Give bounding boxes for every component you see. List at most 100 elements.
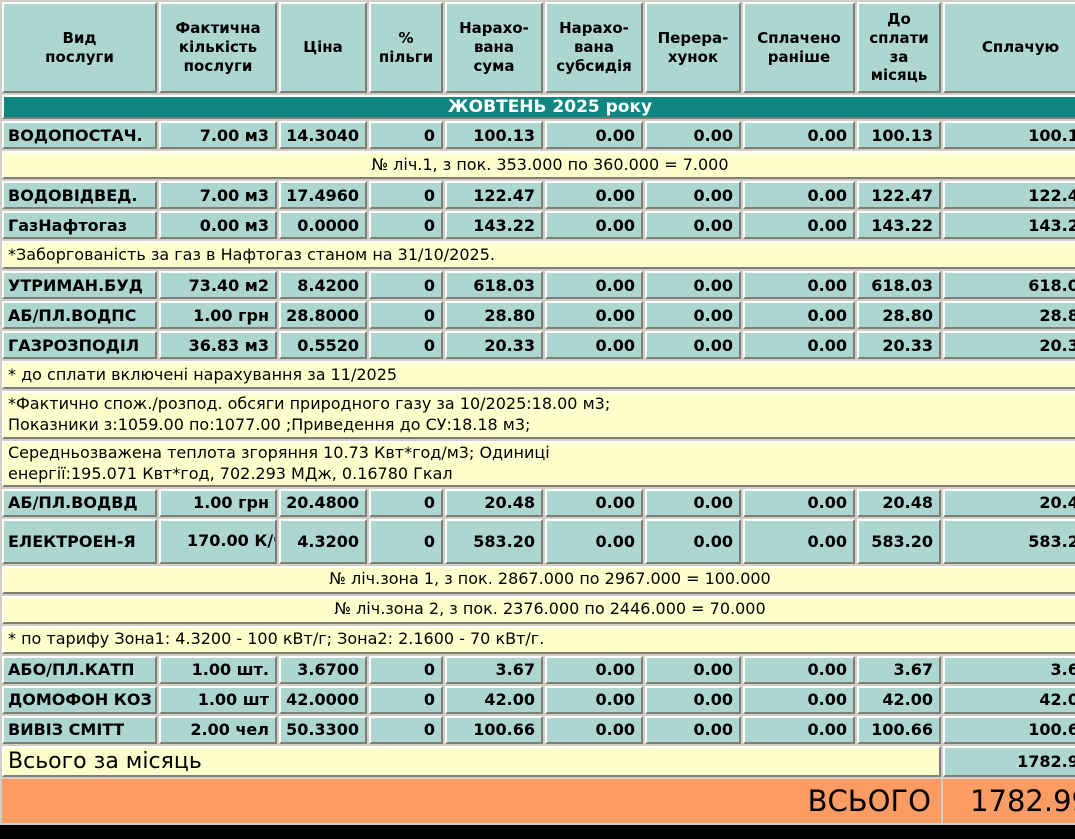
service-row: АБ/ПЛ.ВОДПС 1.00 грн 28.8000 0 28.80 0.0… bbox=[2, 301, 1075, 329]
service-name-cell: АБО/ПЛ.КАТП bbox=[2, 655, 157, 684]
price-cell: 3.6700 bbox=[279, 655, 367, 684]
recalc-cell: 0.00 bbox=[645, 301, 741, 329]
service-name-cell: АБ/ПЛ.ВОДВД bbox=[2, 488, 157, 517]
note-row: № ліч.зона 1, з пок. 2867.000 по 2967.00… bbox=[2, 565, 1075, 594]
quantity-cell: 73.40 м2 bbox=[159, 271, 277, 299]
due-month-cell: 28.80 bbox=[857, 301, 941, 329]
due-month-cell: 100.13 bbox=[857, 121, 941, 149]
service-name-cell: ВИВІЗ СМІТТ bbox=[2, 715, 157, 744]
paying-cell: 20.48 bbox=[943, 488, 1075, 517]
price-cell: 28.8000 bbox=[279, 301, 367, 329]
subsidy-cell: 0.00 bbox=[545, 211, 643, 239]
subsidy-cell: 0.00 bbox=[545, 271, 643, 299]
due-month-cell: 20.48 bbox=[857, 488, 941, 517]
service-name-cell: ЕЛЕКТРОЕН-Я bbox=[2, 518, 157, 564]
col-header-price: Ціна bbox=[279, 2, 367, 93]
benefit-cell: 0 bbox=[369, 211, 443, 239]
quantity-cell: 2.00 чел bbox=[159, 715, 277, 744]
benefit-cell: 0 bbox=[369, 121, 443, 149]
paid-before-cell: 0.00 bbox=[743, 331, 855, 359]
paying-cell: 122.47 bbox=[943, 181, 1075, 209]
subsidy-cell: 0.00 bbox=[545, 715, 643, 744]
due-month-cell: 618.03 bbox=[857, 271, 941, 299]
paying-cell: 100.66 bbox=[943, 715, 1075, 744]
due-month-cell: 122.47 bbox=[857, 181, 941, 209]
note-row: * до сплати включені нарахування за 11/2… bbox=[2, 361, 1075, 389]
quantity-cell: 36.83 м3 bbox=[159, 331, 277, 359]
due-month-cell: 42.00 bbox=[857, 685, 941, 714]
price-cell: 4.3200 bbox=[279, 518, 367, 564]
note-row: Середньозважена теплота згоряння 10.73 К… bbox=[2, 441, 1075, 487]
quantity-cell: 7.00 м3 bbox=[159, 121, 277, 149]
benefit-cell: 0 bbox=[369, 655, 443, 684]
price-cell: 42.0000 bbox=[279, 685, 367, 714]
grand-total-value: 1782.99 bbox=[943, 778, 1075, 823]
benefit-cell: 0 bbox=[369, 181, 443, 209]
benefit-cell: 0 bbox=[369, 271, 443, 299]
month-total-row: Всього за місяць 1782.99 bbox=[2, 745, 1075, 777]
benefit-cell: 0 bbox=[369, 331, 443, 359]
accrued-cell: 28.80 bbox=[445, 301, 543, 329]
quantity-cell: 1.00 грн bbox=[159, 301, 277, 329]
recalc-cell: 0.00 bbox=[645, 211, 741, 239]
service-row: УТРИМАН.БУД 73.40 м2 8.4200 0 618.03 0.0… bbox=[2, 271, 1075, 299]
subsidy-cell: 0.00 bbox=[545, 181, 643, 209]
subsidy-cell: 0.00 bbox=[545, 121, 643, 149]
service-row: ВОДОПОСТАЧ. 7.00 м3 14.3040 0 100.13 0.0… bbox=[2, 121, 1075, 149]
accrued-cell: 618.03 bbox=[445, 271, 543, 299]
grand-total-row: ВСЬОГО 1782.99 bbox=[2, 778, 1075, 823]
service-row: ГАЗРОЗПОДІЛ 36.83 м3 0.5520 0 20.33 0.00… bbox=[2, 331, 1075, 359]
col-header-recalculation: Перера- хунок bbox=[645, 2, 741, 93]
recalc-cell: 0.00 bbox=[645, 488, 741, 517]
col-header-due-per-month: До сплати за місяць bbox=[857, 2, 941, 93]
due-month-cell: 143.22 bbox=[857, 211, 941, 239]
november-accrual-note: * до сплати включені нарахування за 11/2… bbox=[2, 361, 1075, 389]
benefit-cell: 0 bbox=[369, 685, 443, 714]
service-row: ВИВІЗ СМІТТ 2.00 чел 50.3300 0 100.66 0.… bbox=[2, 715, 1075, 744]
paying-cell: 28.80 bbox=[943, 301, 1075, 329]
meter-note: № ліч.1, з пок. 353.000 по 360.000 = 7.0… bbox=[2, 151, 1075, 179]
paying-cell: 618.03 bbox=[943, 271, 1075, 299]
paying-cell: 143.22 bbox=[943, 211, 1075, 239]
price-cell: 50.3300 bbox=[279, 715, 367, 744]
accrued-cell: 42.00 bbox=[445, 685, 543, 714]
paid-before-cell: 0.00 bbox=[743, 488, 855, 517]
grand-total-label: ВСЬОГО bbox=[2, 778, 941, 823]
service-name-cell: ВОДОПОСТАЧ. bbox=[2, 121, 157, 149]
paying-cell: 20.33 bbox=[943, 331, 1075, 359]
paid-before-cell: 0.00 bbox=[743, 181, 855, 209]
period-banner-row: ЖОВТЕНЬ 2025 року bbox=[2, 95, 1075, 119]
paid-before-cell: 0.00 bbox=[743, 518, 855, 564]
accrued-cell: 3.67 bbox=[445, 655, 543, 684]
meter-zone1-note: № ліч.зона 1, з пок. 2867.000 по 2967.00… bbox=[2, 565, 1075, 594]
price-cell: 20.4800 bbox=[279, 488, 367, 517]
note-row: *Заборгованість за газ в Нафтогаз станом… bbox=[2, 241, 1075, 269]
accrued-cell: 583.20 bbox=[445, 518, 543, 564]
col-header-paid-earlier: Сплачено раніше bbox=[743, 2, 855, 93]
quantity-text: 170.00 К/ч bbox=[187, 531, 277, 551]
benefit-cell: 0 bbox=[369, 715, 443, 744]
month-total-label: Всього за місяць bbox=[2, 745, 941, 777]
service-row: ДОМОФОН КОЗ 1.00 шт 42.0000 0 42.00 0.00… bbox=[2, 685, 1075, 714]
heat-value-note: Середньозважена теплота згоряння 10.73 К… bbox=[2, 441, 1075, 487]
period-banner: ЖОВТЕНЬ 2025 року bbox=[2, 95, 1075, 119]
quantity-cell: 1.00 грн bbox=[159, 488, 277, 517]
benefit-cell: 0 bbox=[369, 518, 443, 564]
accrued-cell: 122.47 bbox=[445, 181, 543, 209]
note-row: * по тарифу Зона1: 4.3200 - 100 кВт/г; З… bbox=[2, 625, 1075, 654]
service-name-cell: ВОДОВІДВЕД. bbox=[2, 181, 157, 209]
subsidy-cell: 0.00 bbox=[545, 488, 643, 517]
benefit-cell: 0 bbox=[369, 301, 443, 329]
gas-debt-note: *Заборгованість за газ в Нафтогаз станом… bbox=[2, 241, 1075, 269]
meter-zone2-note: № ліч.зона 2, з пок. 2376.000 по 2446.00… bbox=[2, 595, 1075, 624]
recalc-cell: 0.00 bbox=[645, 331, 741, 359]
recalc-cell: 0.00 bbox=[645, 271, 741, 299]
service-row: АБО/ПЛ.КАТП 1.00 шт. 3.6700 0 3.67 0.00 … bbox=[2, 655, 1075, 684]
service-row: ЕЛЕКТРОЕН-Я 170.00 К/ч 4.3200 0 583.20 0… bbox=[2, 518, 1075, 564]
paying-cell: 100.13 bbox=[943, 121, 1075, 149]
subsidy-cell: 0.00 bbox=[545, 685, 643, 714]
price-cell: 8.4200 bbox=[279, 271, 367, 299]
recalc-cell: 0.00 bbox=[645, 715, 741, 744]
service-name-cell: ГазНафтогаз bbox=[2, 211, 157, 239]
